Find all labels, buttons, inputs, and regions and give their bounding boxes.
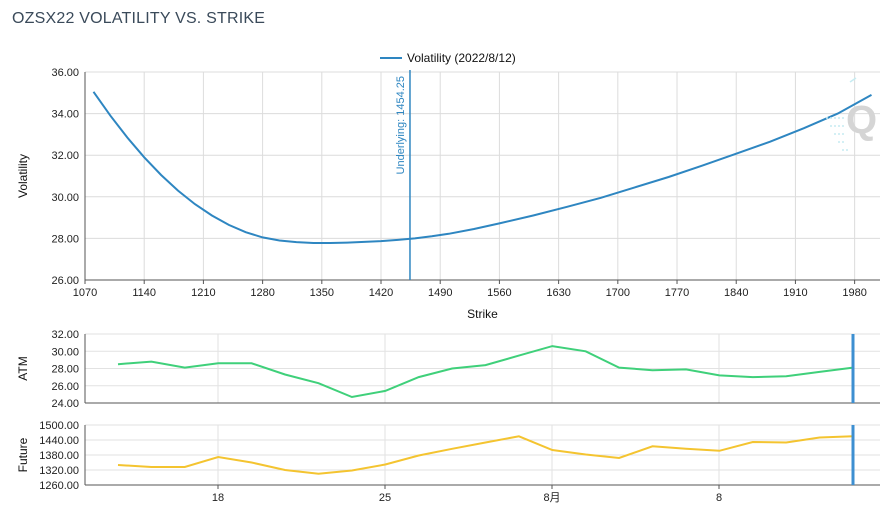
- y-tick-label: 26.00: [51, 275, 79, 287]
- x-tick-label: 1140: [132, 287, 156, 299]
- x-tick-label: 18: [212, 492, 224, 504]
- x-tick-label: 1840: [724, 287, 748, 299]
- y-tick-label: 32.00: [51, 150, 79, 162]
- x-tick-label: 1560: [487, 287, 511, 299]
- y-tick-label: 28.00: [51, 364, 79, 376]
- underlying-marker-label: Underlying: 1454.25: [395, 76, 407, 174]
- x-tick-label: 1490: [428, 287, 452, 299]
- volatility-strike-panel: 26.00 28.00 30.00 32.00 34.00 36.00 1070 1140 12…: [16, 51, 880, 321]
- y-tick-label: 1320.00: [39, 465, 79, 477]
- x-tick-label: 1420: [369, 287, 393, 299]
- x-tick-label: 25: [379, 492, 391, 504]
- future-panel: 1260.00 1320.00 1380.00 1440.00 1500.00 Futur…: [16, 420, 880, 504]
- x-tick-label: 8: [716, 492, 722, 504]
- y-tick-label: 34.00: [51, 109, 79, 121]
- y-axis-title: ATM: [16, 356, 30, 380]
- x-tick-label: 1770: [665, 287, 689, 299]
- series-line: [117, 435, 854, 475]
- y-axis-title: Future: [16, 437, 30, 472]
- x-tick-label: 1280: [250, 287, 274, 299]
- x-tick-label: 1700: [606, 287, 630, 299]
- atm-panel: 24.00 26.00 28.00 30.00 32.00 ATM: [16, 329, 880, 410]
- y-tick-label: 28.00: [51, 233, 79, 245]
- y-tick-label: 30.00: [51, 346, 79, 358]
- x-tick-label: 1350: [310, 287, 334, 299]
- y-axis-title: Volatility: [16, 154, 30, 198]
- x-tick-label: 1980: [842, 287, 866, 299]
- legend-entry: Volatility (2022/8/12): [407, 51, 516, 65]
- x-tick-label: 1910: [783, 287, 807, 299]
- series-line: [117, 345, 854, 399]
- svg-text:Q: Q: [846, 98, 877, 142]
- watermark-logo-icon: Q: [826, 77, 877, 151]
- y-tick-label: 30.00: [51, 192, 79, 204]
- page-title: OZSX22 VOLATILITY VS. STRIKE: [12, 10, 266, 27]
- volatility-series-line: [92, 91, 872, 244]
- x-tick-label: 8月: [543, 492, 560, 504]
- y-tick-label: 32.00: [51, 329, 79, 341]
- y-tick-label: 1500.00: [39, 420, 79, 432]
- y-tick-label: 26.00: [51, 381, 79, 393]
- x-tick-label: 1210: [191, 287, 215, 299]
- y-tick-label: 1260.00: [39, 480, 79, 492]
- y-tick-label: 1380.00: [39, 450, 79, 462]
- y-tick-label: 36.00: [51, 67, 79, 79]
- x-axis-title: Strike: [467, 307, 498, 321]
- y-tick-label: 1440.00: [39, 435, 79, 447]
- x-tick-label: 1070: [73, 287, 97, 299]
- y-tick-label: 24.00: [51, 398, 79, 410]
- x-tick-label: 1630: [546, 287, 570, 299]
